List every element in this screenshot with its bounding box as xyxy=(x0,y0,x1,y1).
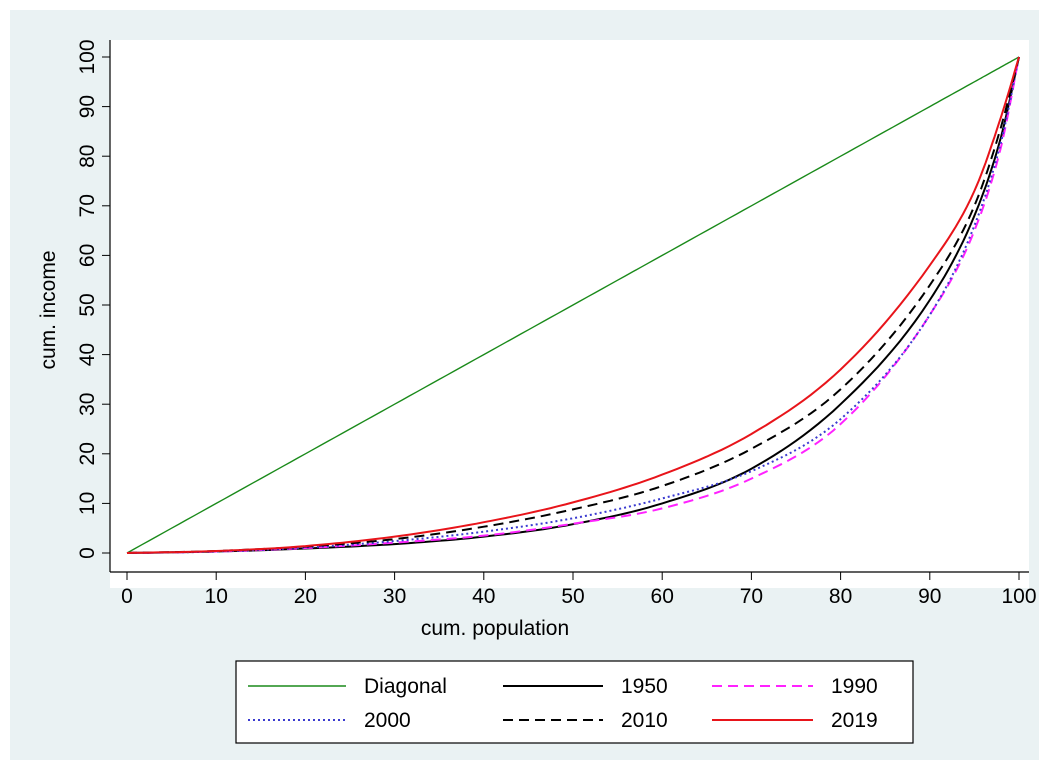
legend-label-diagonal: Diagonal xyxy=(364,675,447,698)
y-tick-label: 100 xyxy=(76,39,99,74)
series-line-diagonal xyxy=(126,56,1020,554)
x-tick-label: 20 xyxy=(294,585,317,608)
y-tick-label: 80 xyxy=(76,145,99,168)
x-tick-label: 40 xyxy=(472,585,495,608)
y-tick-label: 90 xyxy=(76,95,99,118)
y-tick-label: 10 xyxy=(76,492,99,515)
legend-label-2019: 2019 xyxy=(831,709,878,732)
x-tick-label: 10 xyxy=(205,585,228,608)
x-axis-title: cum. population xyxy=(421,617,569,640)
x-tick-label: 80 xyxy=(829,585,852,608)
y-tick-label: 30 xyxy=(76,393,99,416)
legend: Diagonal 1950 1990 2000 2010 2019 xyxy=(235,660,914,744)
y-tick-label: 70 xyxy=(76,194,99,217)
series-lines xyxy=(126,56,1020,554)
legend-label-1950: 1950 xyxy=(621,675,668,698)
x-tick-label: 30 xyxy=(383,585,406,608)
y-tick-label: 20 xyxy=(76,442,99,465)
y-tick-label: 60 xyxy=(76,244,99,267)
x-tick-label: 90 xyxy=(918,585,941,608)
lorenz-curve-chart: 0 10 20 30 40 50 60 70 80 90 100 0 10 20 30 40 50 60 70 80… xyxy=(37,39,1037,744)
y-tick-label: 40 xyxy=(76,343,99,366)
legend-label-2010: 2010 xyxy=(621,709,668,732)
series-line-1990 xyxy=(126,56,1020,554)
legend-box xyxy=(235,660,914,744)
y-axis-title: cum. income xyxy=(37,250,60,369)
axes xyxy=(109,40,1029,573)
plot-area xyxy=(110,40,1029,588)
x-tick-label: 70 xyxy=(740,585,763,608)
x-tick-label: 60 xyxy=(651,585,674,608)
y-tick-label: 50 xyxy=(76,293,99,316)
chart-background: 0 10 20 30 40 50 60 70 80 90 100 0 10 20 30 40 50 60 70 80… xyxy=(10,10,1039,760)
legend-label-1990: 1990 xyxy=(831,675,878,698)
x-tick-label: 0 xyxy=(121,585,133,608)
y-axis-ticks: 0 10 20 30 40 50 60 70 80 90 100 xyxy=(76,39,110,559)
y-tick-label: 0 xyxy=(76,547,99,559)
x-axis-ticks: 0 10 20 30 40 50 60 70 80 90 100 xyxy=(121,572,1037,608)
x-tick-label: 100 xyxy=(1001,585,1036,608)
x-tick-label: 50 xyxy=(561,585,584,608)
series-line-2019 xyxy=(126,56,1020,554)
legend-label-2000: 2000 xyxy=(364,709,411,732)
